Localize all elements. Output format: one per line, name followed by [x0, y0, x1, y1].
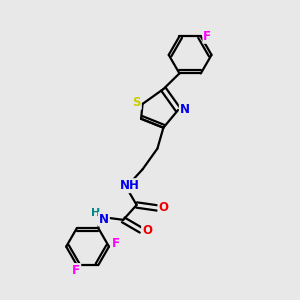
Text: F: F	[112, 237, 119, 250]
Text: F: F	[203, 30, 211, 43]
Text: O: O	[142, 224, 152, 237]
Text: S: S	[132, 96, 141, 109]
Text: N: N	[99, 213, 109, 226]
Text: N: N	[180, 103, 190, 116]
Text: NH: NH	[120, 179, 140, 192]
Text: F: F	[72, 264, 80, 277]
Text: H: H	[91, 208, 100, 218]
Text: O: O	[158, 202, 168, 214]
